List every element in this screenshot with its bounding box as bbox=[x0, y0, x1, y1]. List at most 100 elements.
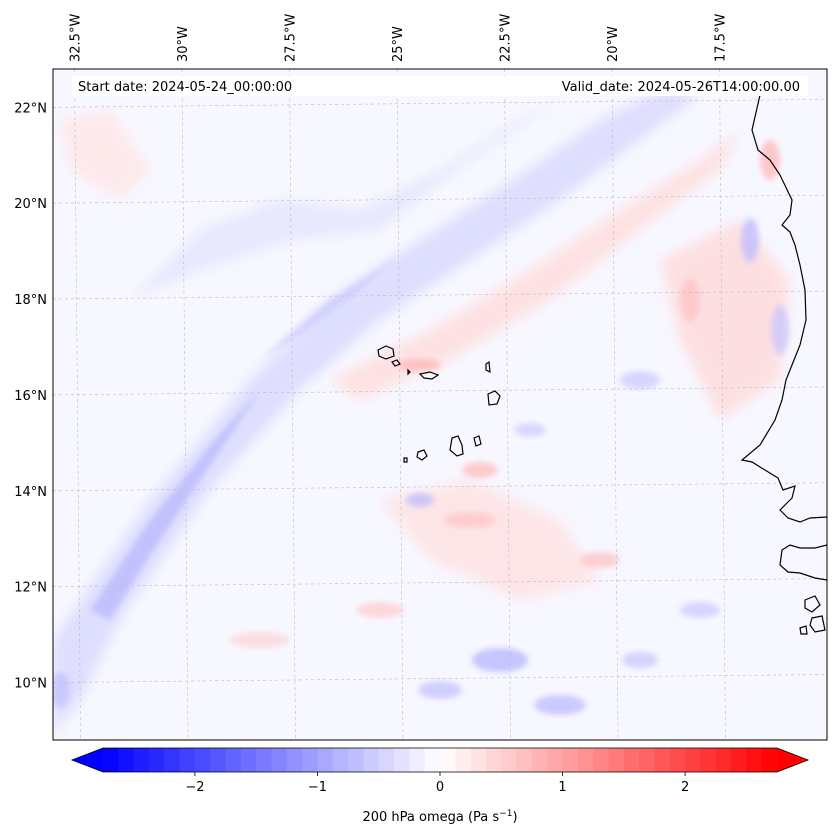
gridlines bbox=[53, 69, 827, 740]
map-frame bbox=[52, 68, 828, 741]
meridian-line bbox=[74, 69, 81, 740]
longitude-labels: 32.5°W 30°W 27.5°W 25°W 22.5°W 20°W 17.5°W bbox=[69, 14, 729, 62]
colorbar-segment bbox=[378, 748, 395, 772]
omega-blob bbox=[418, 681, 462, 699]
colorbar-segment bbox=[654, 748, 671, 772]
omega-blob bbox=[680, 602, 720, 618]
meridian-line bbox=[289, 69, 296, 740]
colorbar-segment bbox=[164, 748, 181, 772]
omega-blob bbox=[771, 305, 789, 355]
colorbar-segment bbox=[577, 748, 594, 772]
longitude-tick-label: 17.5°W bbox=[714, 14, 729, 62]
senegal-gambia-coast bbox=[779, 544, 827, 581]
omega-blob bbox=[230, 632, 290, 648]
colorbar-segment bbox=[240, 748, 257, 772]
colorbar-segment bbox=[639, 748, 656, 772]
colorbar-segment bbox=[256, 748, 273, 772]
colorbar-label-end: ) bbox=[512, 810, 517, 825]
latitude-tick-label: 12°N bbox=[14, 581, 47, 596]
omega-blob bbox=[444, 512, 496, 528]
colorbar-segment bbox=[118, 748, 135, 772]
colorbar-segment bbox=[608, 748, 625, 772]
colorbar-tick-label: 2 bbox=[681, 780, 689, 795]
colorbar-tick-label: 0 bbox=[436, 780, 444, 795]
meridian-line bbox=[396, 69, 404, 740]
colorbar-segment bbox=[623, 748, 640, 772]
colorbar-segment bbox=[409, 748, 426, 772]
colorbar-segment bbox=[669, 748, 686, 772]
colorbar-extend-high bbox=[777, 748, 808, 772]
omega-blob bbox=[356, 602, 404, 618]
omega-blob bbox=[620, 371, 660, 389]
omega-blob bbox=[514, 423, 546, 437]
colorbar-segment bbox=[363, 748, 380, 772]
colorbar-extend-low bbox=[72, 748, 103, 772]
colorbar-segment bbox=[516, 748, 533, 772]
omega-positive-nw bbox=[60, 110, 150, 200]
omega-negative-core bbox=[90, 390, 260, 620]
colorbar-segment bbox=[501, 748, 518, 772]
colorbar-segment bbox=[332, 748, 349, 772]
colorbar-segment bbox=[302, 748, 319, 772]
island-santa-luzia bbox=[407, 368, 411, 376]
guinea-bissau-islands bbox=[799, 595, 826, 635]
longitude-tick-label: 22.5°W bbox=[499, 14, 514, 62]
colorbar-segment bbox=[210, 748, 227, 772]
longitude-tick-label: 20°W bbox=[606, 26, 621, 62]
cape-verde-islands bbox=[377, 345, 501, 463]
colorbar-label: 200 hPa omega (Pa s−1) bbox=[362, 809, 517, 825]
colorbar-segment bbox=[485, 748, 502, 772]
colorbar-outline bbox=[70, 747, 810, 773]
longitude-tick-label: 30°W bbox=[176, 26, 191, 62]
island-boa-vista bbox=[487, 390, 501, 406]
colorbar: −2 −1 0 1 2 bbox=[70, 747, 810, 795]
colorbar-label-sup: −1 bbox=[499, 809, 512, 819]
omega-blob bbox=[398, 359, 442, 371]
omega-blob bbox=[406, 493, 434, 507]
omega-positive-band bbox=[330, 130, 740, 400]
colorbar-segment bbox=[179, 748, 196, 772]
omega-blob bbox=[53, 672, 70, 708]
colorbar-label-main: 200 hPa omega (Pa s bbox=[362, 810, 499, 825]
colorbar-segment bbox=[455, 748, 472, 772]
coastlines bbox=[740, 94, 827, 635]
colorbar-segment bbox=[271, 748, 288, 772]
island-sao-nicolau bbox=[418, 371, 440, 380]
meridian-line bbox=[181, 69, 189, 740]
meridian-line bbox=[719, 69, 726, 740]
latitude-tick-label: 18°N bbox=[14, 293, 47, 308]
omega-blob bbox=[580, 552, 620, 568]
colorbar-segment bbox=[394, 748, 410, 772]
longitude-tick-label: 27.5°W bbox=[284, 14, 299, 62]
colorbar-segment bbox=[715, 748, 732, 772]
latitude-tick-label: 14°N bbox=[14, 485, 47, 500]
latitude-labels: 22°N 20°N 18°N 16°N 14°N 12°N 10°N bbox=[14, 101, 47, 691]
colorbar-segment bbox=[470, 748, 487, 772]
omega-blob bbox=[741, 218, 759, 262]
colorbar-segment bbox=[440, 748, 456, 772]
island-fogo bbox=[416, 449, 428, 461]
omega-positive-south bbox=[380, 480, 600, 600]
colorbar-segment bbox=[103, 748, 119, 772]
colorbar-segment bbox=[317, 748, 334, 772]
omega-blob bbox=[622, 652, 658, 668]
meridian-line bbox=[504, 69, 511, 740]
longitude-tick-label: 32.5°W bbox=[69, 14, 84, 62]
colorbar-segment bbox=[746, 748, 763, 772]
colorbar-segment bbox=[424, 748, 441, 772]
omega-negative-band-upper bbox=[130, 100, 560, 300]
colorbar-segment bbox=[348, 748, 365, 772]
colorbar-segment bbox=[685, 748, 702, 772]
longitude-tick-label: 25°W bbox=[391, 26, 406, 62]
omega-negative-core-2 bbox=[260, 255, 400, 360]
omega-field bbox=[53, 90, 790, 735]
latitude-tick-label: 16°N bbox=[14, 389, 47, 404]
west-africa-coastline bbox=[740, 94, 827, 523]
colorbar-segment bbox=[761, 748, 778, 772]
latitude-tick-label: 10°N bbox=[14, 676, 47, 691]
valid-date-label: Valid_date: 2024-05-26T14:00:00.00 bbox=[562, 80, 800, 95]
colorbar-segment bbox=[700, 748, 717, 772]
colorbar-tick-label: −2 bbox=[185, 780, 204, 795]
colorbar-segment bbox=[286, 748, 303, 772]
omega-blob bbox=[462, 462, 498, 478]
